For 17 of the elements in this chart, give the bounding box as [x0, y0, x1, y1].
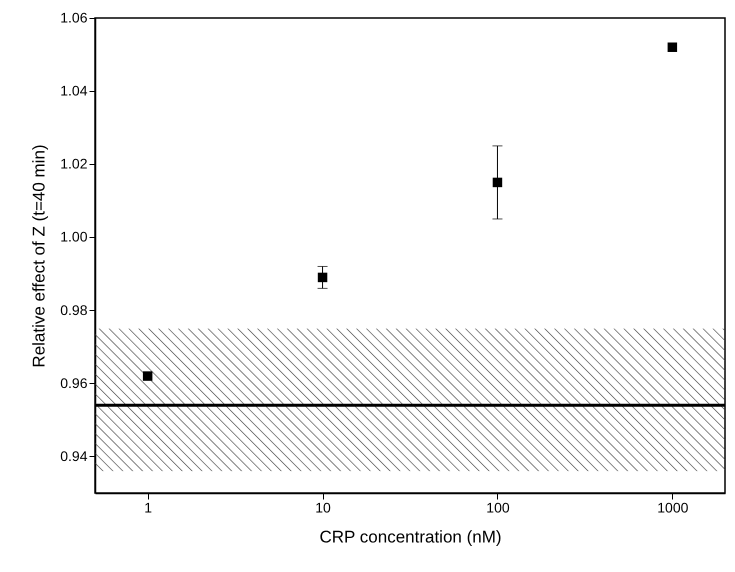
- x-tick-label: 10: [315, 500, 332, 516]
- y-tick-label: 1.04: [60, 82, 88, 99]
- point: [668, 42, 678, 52]
- y-tick-label: 0.96: [60, 374, 88, 391]
- point: [492, 178, 502, 188]
- y-tick-label: 0.94: [60, 448, 88, 464]
- point: [318, 272, 328, 282]
- x-tick-label: 1000: [657, 500, 689, 516]
- y-tick-label: 0.98: [60, 302, 88, 318]
- y-axis-title: Relative effect of Z (t=40 min): [29, 144, 48, 368]
- x-tick-label: 100: [486, 500, 510, 516]
- y-tick-label: 1.00: [60, 228, 88, 245]
- x-axis-title: CRP concentration (nM): [319, 528, 502, 546]
- point: [142, 371, 152, 381]
- y-tick-label: 1.06: [60, 10, 88, 26]
- x-tick-label: 1: [144, 500, 152, 516]
- y-tick-label: 1.02: [60, 156, 88, 172]
